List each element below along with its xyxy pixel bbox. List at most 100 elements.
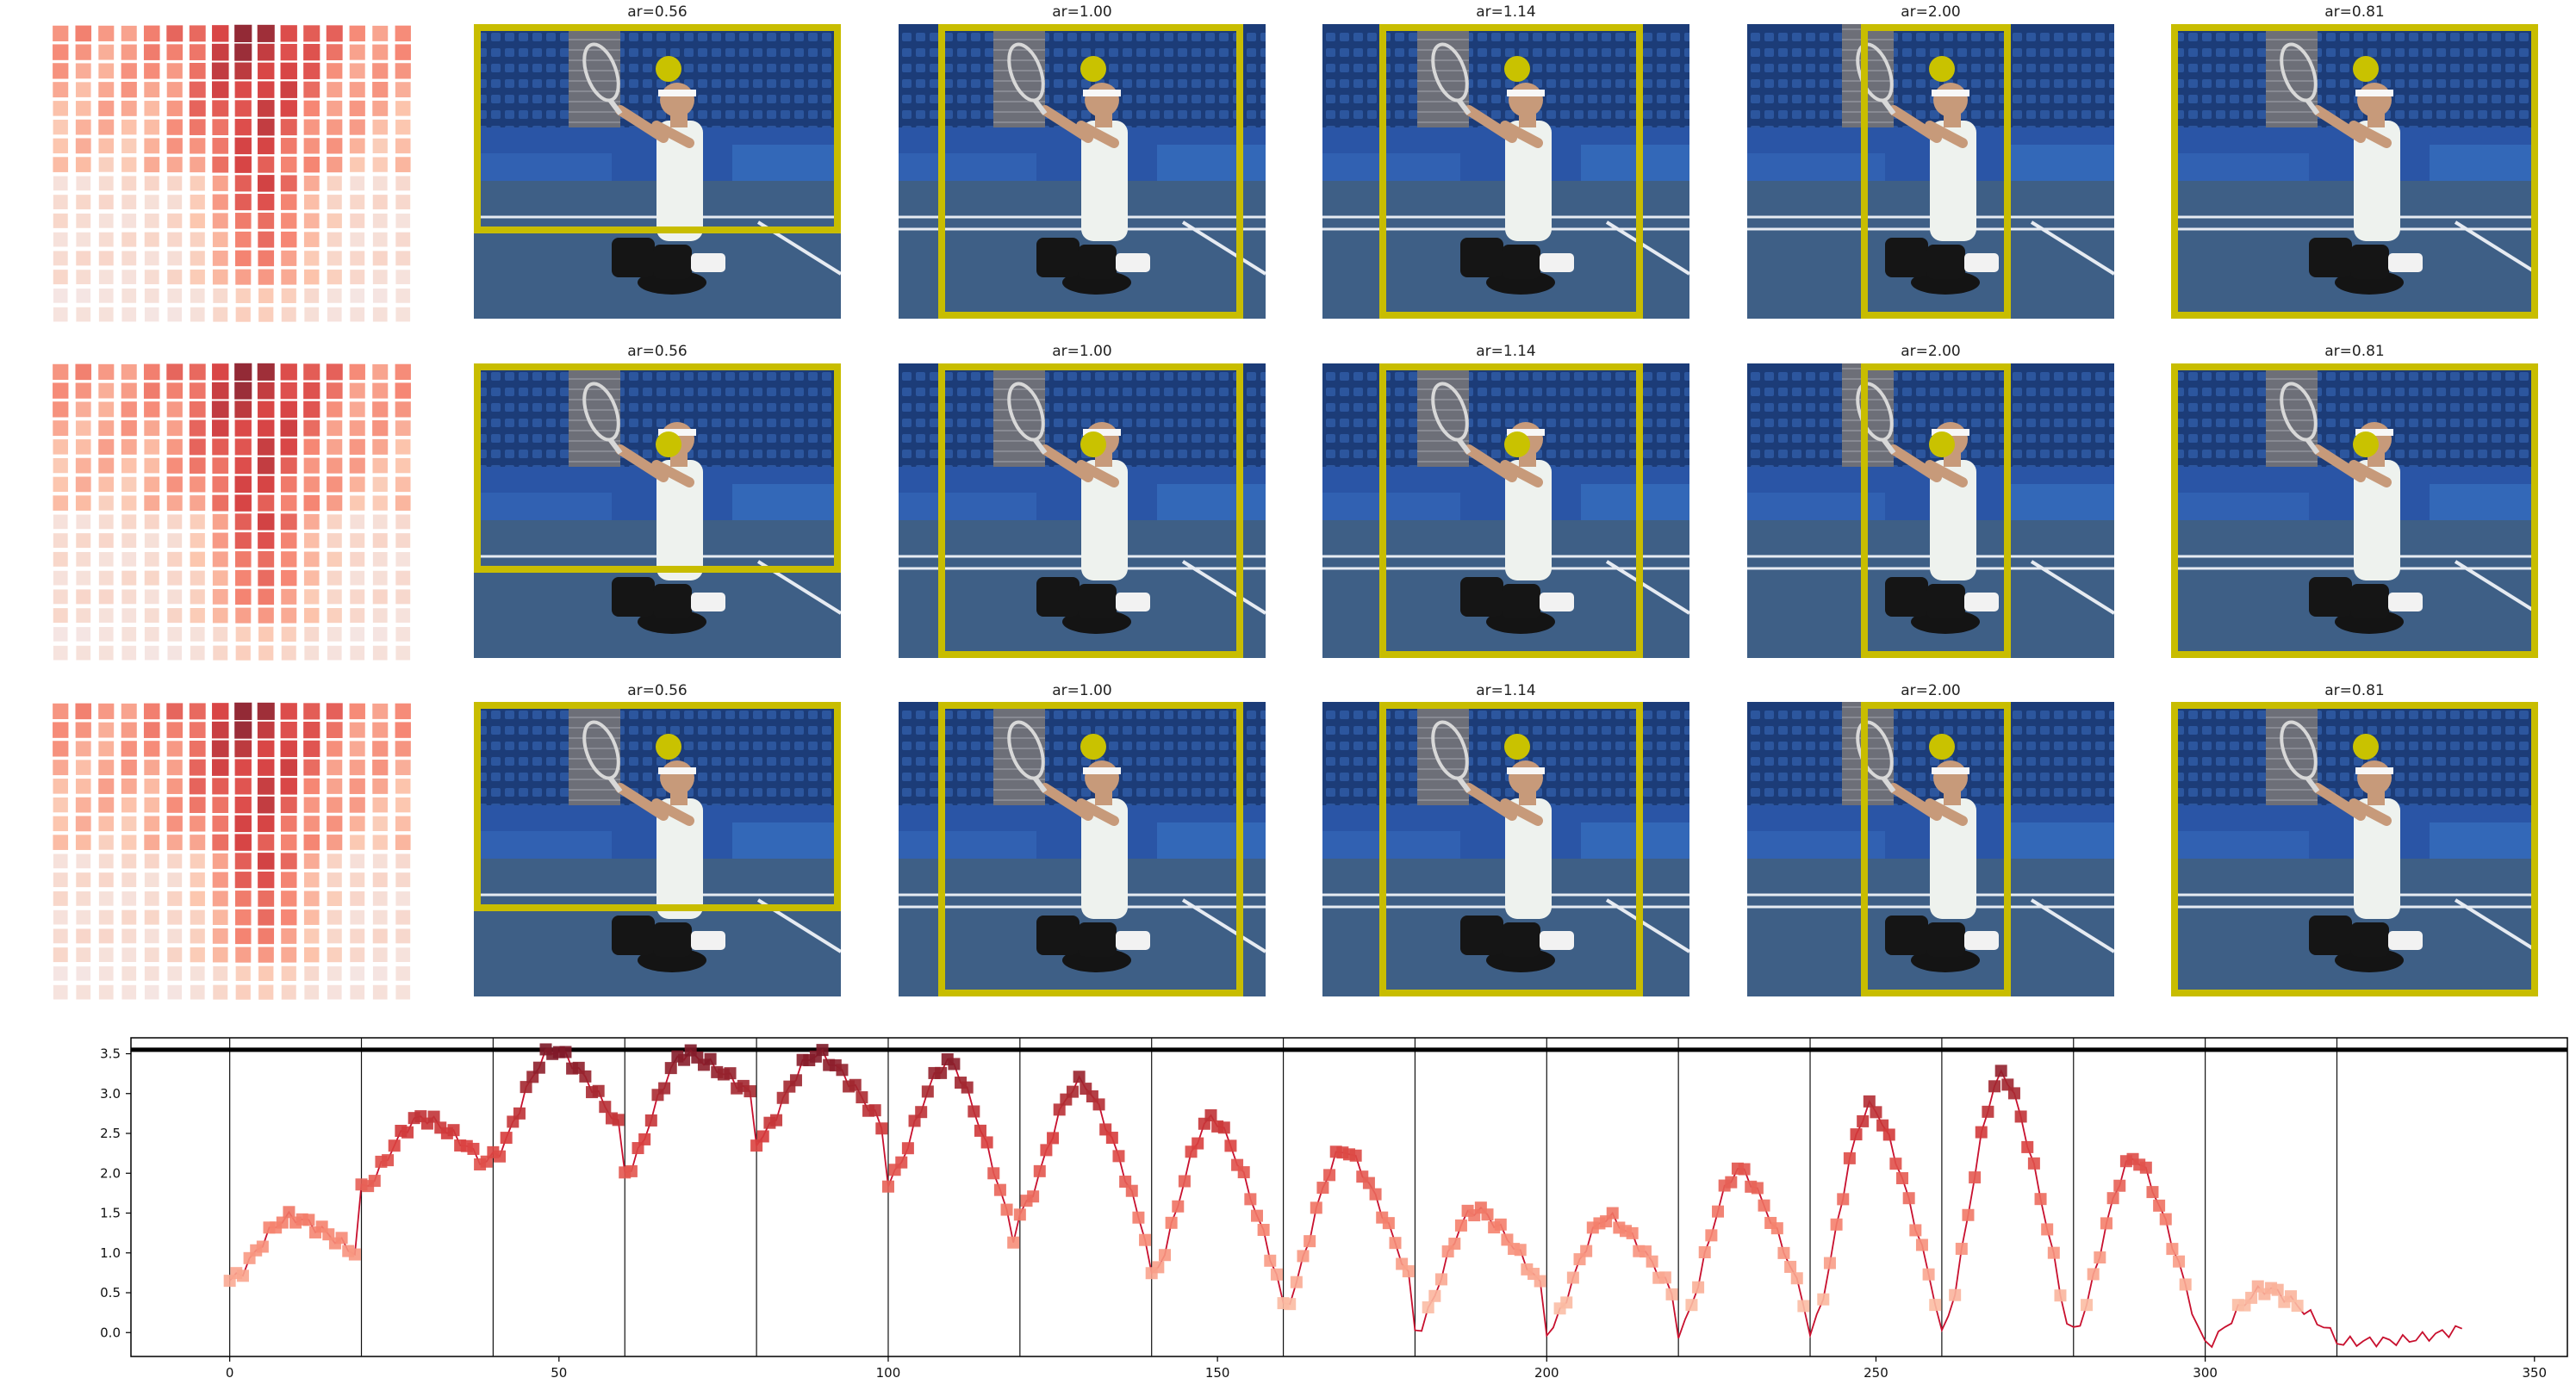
heatmap-cell bbox=[280, 797, 297, 814]
heatmap-cell bbox=[144, 627, 159, 642]
heatmap-cell bbox=[303, 438, 320, 456]
heatmap-cell bbox=[121, 157, 137, 172]
data-point bbox=[1428, 1289, 1441, 1302]
heatmap-cell bbox=[121, 608, 137, 623]
data-point bbox=[599, 1101, 612, 1114]
heatmap-cell bbox=[190, 627, 205, 642]
heatmap-cell bbox=[189, 363, 206, 381]
heatmap-cell bbox=[304, 965, 320, 981]
heatmap-cell bbox=[76, 891, 91, 906]
gaze-point bbox=[2353, 431, 2379, 457]
heatmap-cell bbox=[395, 853, 411, 869]
heatmap-cell bbox=[303, 891, 320, 907]
heatmap-cell bbox=[190, 891, 205, 907]
heatmap-cell bbox=[372, 835, 388, 850]
data-point bbox=[2106, 1192, 2119, 1205]
heatmap-cell bbox=[327, 760, 343, 776]
heatmap-cell bbox=[189, 778, 206, 795]
heatmap-cell bbox=[98, 25, 115, 41]
data-point bbox=[1047, 1132, 1060, 1145]
data-point bbox=[2100, 1217, 2112, 1230]
heatmap-cell bbox=[98, 627, 114, 642]
heatmap-cell bbox=[166, 741, 183, 757]
heatmap-cell bbox=[144, 551, 159, 567]
data-point bbox=[1362, 1176, 1375, 1189]
heatmap-cell bbox=[395, 401, 411, 418]
heatmap-cell bbox=[211, 382, 229, 400]
data-point bbox=[2166, 1243, 2179, 1256]
heatmap-cell bbox=[257, 778, 275, 795]
heatmap-cell bbox=[372, 63, 389, 79]
heatmap-cell bbox=[258, 890, 275, 907]
heatmap-cell bbox=[395, 589, 411, 605]
heatmap-cell bbox=[189, 25, 206, 42]
heatmap-cell bbox=[167, 645, 183, 661]
heatmap-cell bbox=[121, 627, 137, 642]
data-point bbox=[2159, 1213, 2172, 1226]
heatmap-cell bbox=[98, 214, 114, 228]
heatmap-cell bbox=[189, 119, 206, 135]
heatmap-cell bbox=[303, 532, 320, 549]
heatmap-cell bbox=[166, 63, 183, 79]
y-tick-label: 0.5 bbox=[100, 1285, 121, 1300]
heatmap-cell bbox=[98, 270, 114, 284]
crop-box bbox=[938, 702, 1243, 996]
heatmap-cell bbox=[76, 645, 91, 661]
heatmap-cell bbox=[212, 853, 228, 869]
heatmap-cell bbox=[258, 231, 275, 248]
heatmap-cell bbox=[167, 966, 183, 981]
heatmap-cell bbox=[372, 289, 388, 303]
heatmap-cell bbox=[166, 382, 184, 399]
heatmap-cell bbox=[372, 984, 388, 1000]
heatmap-cell bbox=[258, 984, 274, 1000]
heatmap-cell bbox=[280, 721, 297, 739]
gaze-point bbox=[656, 734, 681, 760]
heatmap-cell bbox=[144, 457, 160, 474]
heatmap-cell bbox=[303, 703, 320, 720]
heatmap-cell bbox=[327, 157, 343, 173]
heatmap-cell bbox=[350, 835, 365, 850]
heatmap-cell bbox=[350, 928, 365, 944]
heatmap-cell bbox=[395, 835, 411, 850]
data-point bbox=[302, 1214, 315, 1226]
heatmap-cell bbox=[235, 645, 251, 661]
heatmap-cell bbox=[167, 514, 183, 530]
heatmap-cell bbox=[258, 872, 275, 889]
data-point bbox=[1132, 1211, 1145, 1224]
heatmap-cell bbox=[350, 270, 365, 285]
heatmap-cell bbox=[166, 363, 184, 381]
heatmap-cell bbox=[167, 872, 183, 888]
heatmap-cell bbox=[98, 176, 114, 191]
gaze-point bbox=[1504, 56, 1530, 82]
heatmap-cell bbox=[121, 176, 137, 191]
data-point bbox=[1909, 1224, 1922, 1237]
heatmap-cell bbox=[327, 627, 342, 642]
data-point bbox=[335, 1232, 348, 1245]
data-point bbox=[836, 1064, 849, 1077]
heatmap-cell bbox=[75, 457, 91, 474]
heatmap-cell bbox=[281, 607, 297, 624]
heatmap-cell bbox=[303, 513, 320, 530]
heatmap-cell bbox=[166, 816, 183, 832]
image-panel bbox=[2171, 702, 2538, 996]
heatmap-cell bbox=[53, 63, 69, 79]
heatmap-cell bbox=[121, 853, 137, 869]
heatmap-cell bbox=[121, 420, 137, 437]
heatmap-cell bbox=[144, 570, 159, 586]
data-point bbox=[1192, 1137, 1204, 1150]
heatmap-cell bbox=[326, 722, 343, 738]
heatmap-cell bbox=[281, 250, 297, 266]
gaze-point bbox=[1929, 734, 1955, 760]
heatmap-cell bbox=[189, 382, 206, 399]
heatmap-cell bbox=[327, 195, 342, 210]
data-point bbox=[1969, 1171, 1982, 1184]
heatmap-cell bbox=[76, 533, 91, 549]
heatmap-cell bbox=[121, 984, 137, 1000]
heatmap-cell bbox=[53, 853, 68, 869]
heatmap-cell bbox=[234, 702, 252, 720]
heatmap-cell bbox=[190, 570, 205, 586]
data-point bbox=[348, 1248, 361, 1261]
data-point bbox=[2179, 1278, 2192, 1291]
heatmap-cell bbox=[372, 176, 388, 191]
data-point bbox=[1850, 1128, 1863, 1141]
